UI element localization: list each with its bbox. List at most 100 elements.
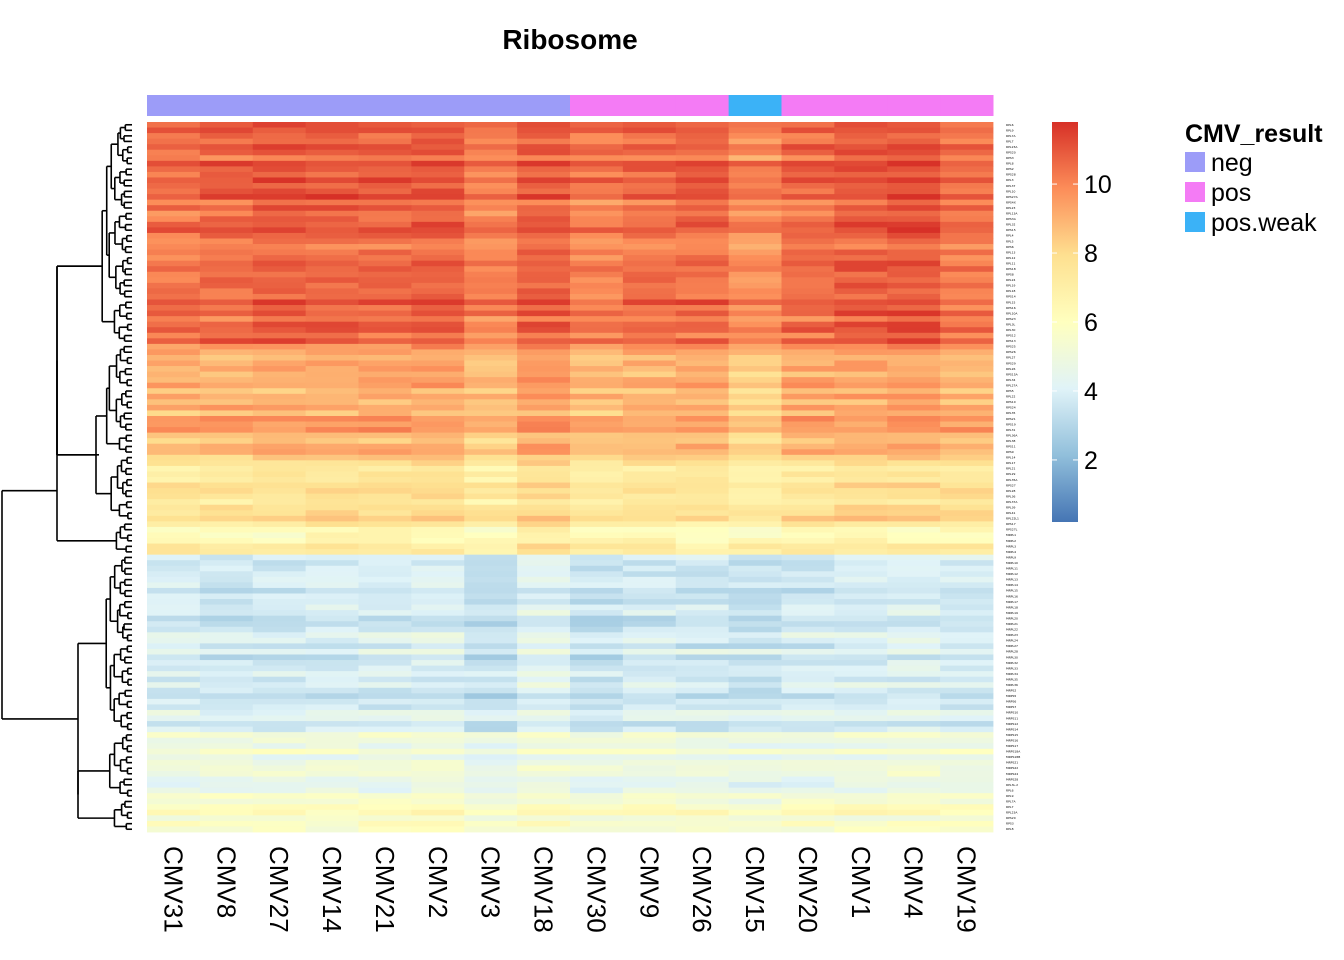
row-label: MRPL20 [1006, 616, 1018, 620]
heatmap-cell [675, 321, 730, 328]
heatmap-cell [834, 693, 888, 700]
heatmap-cell [411, 704, 465, 711]
heatmap-cell [887, 366, 941, 373]
heatmap-cell [305, 260, 359, 267]
heatmap-cell [147, 227, 201, 234]
heatmap-cell [887, 610, 941, 617]
heatmap-cell [305, 610, 359, 617]
heatmap-cell [411, 271, 465, 278]
heatmap-cell [622, 560, 677, 567]
heatmap-cell [411, 421, 465, 428]
heatmap-cell [464, 122, 518, 128]
heatmap-cell [728, 721, 782, 728]
heatmap-cell [517, 293, 571, 300]
heatmap-cell [411, 432, 465, 439]
heatmap-cell [781, 770, 835, 777]
heatmap-cell [517, 122, 571, 128]
heatmap-cell [199, 404, 254, 411]
heatmap-cell [940, 371, 994, 378]
heatmap-cell [411, 515, 465, 522]
heatmap-cell [411, 388, 465, 395]
heatmap-cell [570, 560, 624, 567]
heatmap-cell [940, 587, 994, 594]
heatmap-cell [305, 676, 359, 683]
heatmap-cell [728, 404, 782, 411]
heatmap-cell [252, 393, 307, 400]
heatmap-cell [887, 671, 941, 678]
heatmap-cell [252, 687, 307, 694]
heatmap-cell [675, 404, 730, 411]
heatmap-cell [675, 671, 730, 678]
row-label: RPL21 [1006, 467, 1015, 471]
heatmap-cell [517, 282, 571, 289]
heatmap-cell [834, 543, 888, 550]
heatmap-cell [147, 438, 201, 445]
heatmap-cell [252, 693, 307, 700]
heatmap-cell [675, 282, 730, 289]
heatmap-cell [570, 310, 624, 317]
heatmap-cell [781, 216, 835, 223]
heatmap-cell [305, 438, 359, 445]
heatmap-cell [464, 377, 518, 384]
row-label: MRPL3 [1006, 544, 1016, 548]
heatmap-cell [728, 216, 782, 223]
heatmap-cell [305, 210, 359, 217]
heatmap-cell [305, 526, 359, 533]
heatmap-cell [887, 776, 941, 783]
heatmap-cell [887, 249, 941, 256]
heatmap-cell [199, 277, 254, 284]
heatmap-cell [199, 637, 254, 644]
heatmap-cell [147, 543, 201, 550]
row-label: RPL36 [1006, 494, 1015, 498]
heatmap-cell [940, 599, 994, 605]
heatmap-cell [781, 415, 835, 422]
heatmap-cell [411, 477, 465, 483]
heatmap-cell [199, 338, 254, 345]
heatmap-cell [728, 227, 782, 234]
heatmap-cell [147, 709, 201, 716]
heatmap-cell [940, 626, 994, 633]
heatmap-cell [622, 454, 677, 461]
heatmap-cell [517, 415, 571, 422]
heatmap-cell [305, 216, 359, 223]
heatmap-cell [147, 316, 201, 323]
heatmap-cell [781, 582, 835, 589]
heatmap-cell [675, 632, 730, 639]
heatmap-cell [199, 743, 254, 750]
heatmap-cell [887, 427, 941, 434]
row-label: MRPL12 [1006, 572, 1018, 576]
heatmap-cell [199, 571, 254, 578]
heatmap-cell [834, 360, 888, 367]
heatmap-cell [834, 377, 888, 384]
heatmap-cell [887, 260, 941, 267]
heatmap-cell [781, 360, 835, 367]
heatmap-cell [305, 282, 359, 289]
heatmap-cell [464, 144, 518, 151]
heatmap-cell [834, 393, 888, 400]
heatmap-cell [199, 543, 254, 550]
heatmap-cell [305, 327, 359, 334]
heatmap-cell [252, 571, 307, 578]
row-label: RPS23 [1006, 317, 1016, 321]
heatmap-cell [252, 460, 307, 467]
heatmap-cell [570, 643, 624, 650]
heatmap-cell [358, 726, 412, 733]
heatmap-cell [570, 709, 624, 716]
heatmap-cell [411, 404, 465, 411]
heatmap-cell [358, 255, 412, 262]
heatmap-cell [252, 515, 307, 522]
heatmap-cell [199, 654, 254, 661]
heatmap-cell [252, 388, 307, 395]
heatmap-cell [411, 793, 465, 800]
heatmap-cell [358, 216, 412, 223]
heatmap-cell [358, 288, 412, 295]
row-label: RPL37 [1006, 184, 1015, 188]
heatmap-cell [622, 366, 677, 373]
heatmap-cell [147, 183, 201, 189]
heatmap-cell [675, 432, 730, 439]
heatmap-cell [517, 443, 571, 450]
heatmap-cell [358, 482, 412, 489]
heatmap-cell [305, 133, 359, 140]
heatmap-cell [464, 560, 518, 567]
heatmap-cell [940, 704, 994, 711]
